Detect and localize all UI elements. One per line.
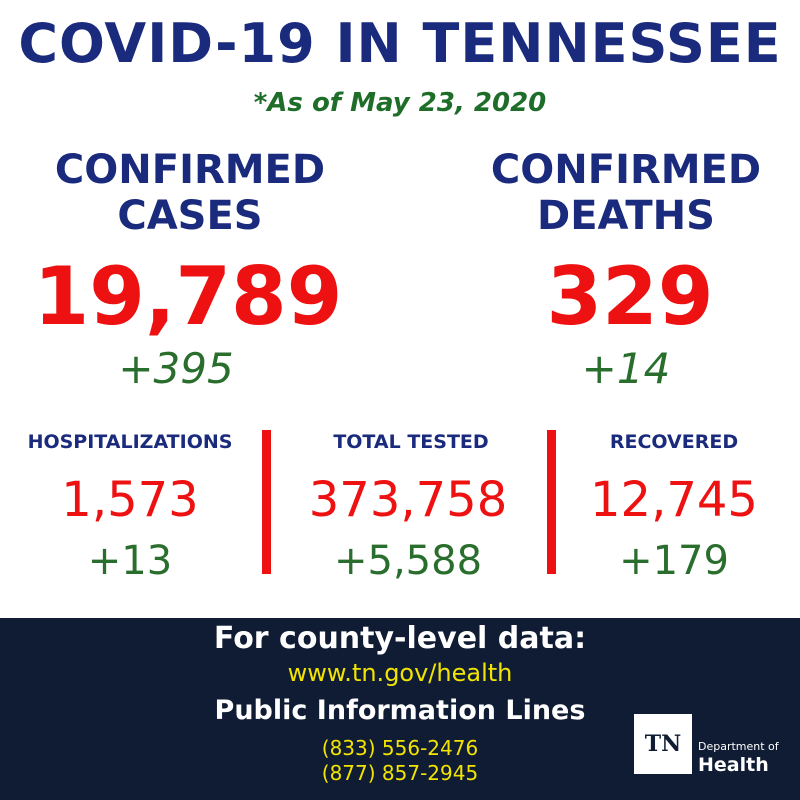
column-divider-left <box>262 430 271 574</box>
confirmed-deaths-label-line2: DEATHS <box>537 193 715 239</box>
phone-number-2[interactable]: (877) 857-2945 <box>321 761 479 785</box>
as-of-date: *As of May 23, 2020 <box>253 88 547 118</box>
recovered-delta: +179 <box>619 538 729 584</box>
hospitalizations-delta: +13 <box>87 538 173 584</box>
logo-department-text: Department of <box>698 740 779 753</box>
confirmed-cases-value: 19,789 <box>33 250 343 343</box>
confirmed-cases-delta: +395 <box>118 344 234 393</box>
hospitalizations-label: HOSPITALIZATIONS <box>27 431 233 453</box>
footer-heading: For county-level data: <box>213 621 587 656</box>
confirmed-cases-label-line1: CONFIRMED <box>54 147 326 193</box>
column-divider-right <box>547 430 556 574</box>
health-website-link[interactable]: www.tn.gov/health <box>287 659 513 687</box>
hospitalizations-value: 1,573 <box>61 472 199 528</box>
confirmed-deaths-delta: +14 <box>581 344 671 393</box>
page-title: COVID-19 IN TENNESSEE <box>18 12 782 75</box>
total-tested-value: 373,758 <box>308 472 508 528</box>
total-tested-delta: +5,588 <box>333 538 483 584</box>
tn-department-of-health-logo: TN Department of Health <box>634 714 794 780</box>
logo-health-text: Health <box>698 754 769 776</box>
public-information-lines-heading: Public Information Lines <box>214 695 586 726</box>
recovered-label: RECOVERED <box>609 431 739 453</box>
confirmed-deaths-value: 329 <box>546 250 714 343</box>
confirmed-deaths-label-line1: CONFIRMED <box>490 147 762 193</box>
confirmed-cases-label-line2: CASES <box>117 193 263 239</box>
tn-logo-mark: TN <box>634 714 692 774</box>
phone-number-1[interactable]: (833) 556-2476 <box>321 736 479 760</box>
recovered-value: 12,745 <box>590 472 758 528</box>
total-tested-label: TOTAL TESTED <box>333 431 489 453</box>
